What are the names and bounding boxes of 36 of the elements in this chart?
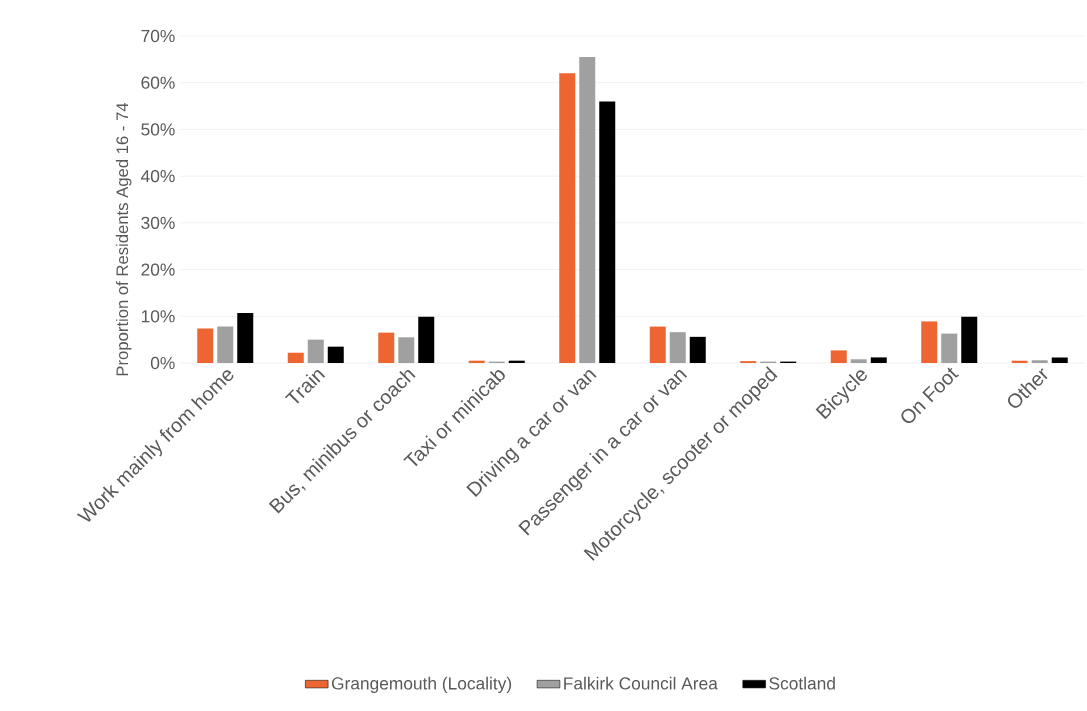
legend-label: Grangemouth (Locality) xyxy=(331,676,512,693)
bar xyxy=(398,337,415,363)
bar xyxy=(217,326,234,363)
y-tick-label: 20% xyxy=(141,263,175,276)
bar xyxy=(559,73,576,363)
bar xyxy=(327,346,344,363)
bar xyxy=(197,328,214,363)
bar xyxy=(287,352,304,363)
y-tick-label: 50% xyxy=(141,123,175,136)
bar xyxy=(378,332,395,363)
y-tick-label: 30% xyxy=(141,216,175,229)
bar xyxy=(1051,357,1068,363)
bar xyxy=(870,357,887,363)
bar xyxy=(307,339,324,363)
legend-label: Falkirk Council Area xyxy=(564,676,718,690)
bar xyxy=(689,336,706,363)
y-axis-title: Proportion of Residents Aged 16 - 74 xyxy=(115,102,132,376)
y-tick-label: 60% xyxy=(141,76,175,89)
y-tick-label: 0% xyxy=(150,356,175,370)
bar xyxy=(237,313,254,363)
bar xyxy=(961,316,978,363)
bar xyxy=(830,350,847,363)
y-tick-label: 40% xyxy=(141,170,175,183)
x-tick-label: Train xyxy=(284,370,326,404)
bar xyxy=(669,332,686,363)
bar xyxy=(649,326,666,363)
bar xyxy=(850,359,867,363)
y-tick-label: 70% xyxy=(141,29,175,43)
bar xyxy=(599,101,616,363)
y-tick-label: 10% xyxy=(141,310,175,323)
bar xyxy=(579,57,596,363)
bar xyxy=(418,316,435,363)
legend-label: Scotland xyxy=(769,676,835,690)
bar xyxy=(1031,360,1048,363)
bar xyxy=(941,333,958,363)
bar xyxy=(921,321,938,363)
